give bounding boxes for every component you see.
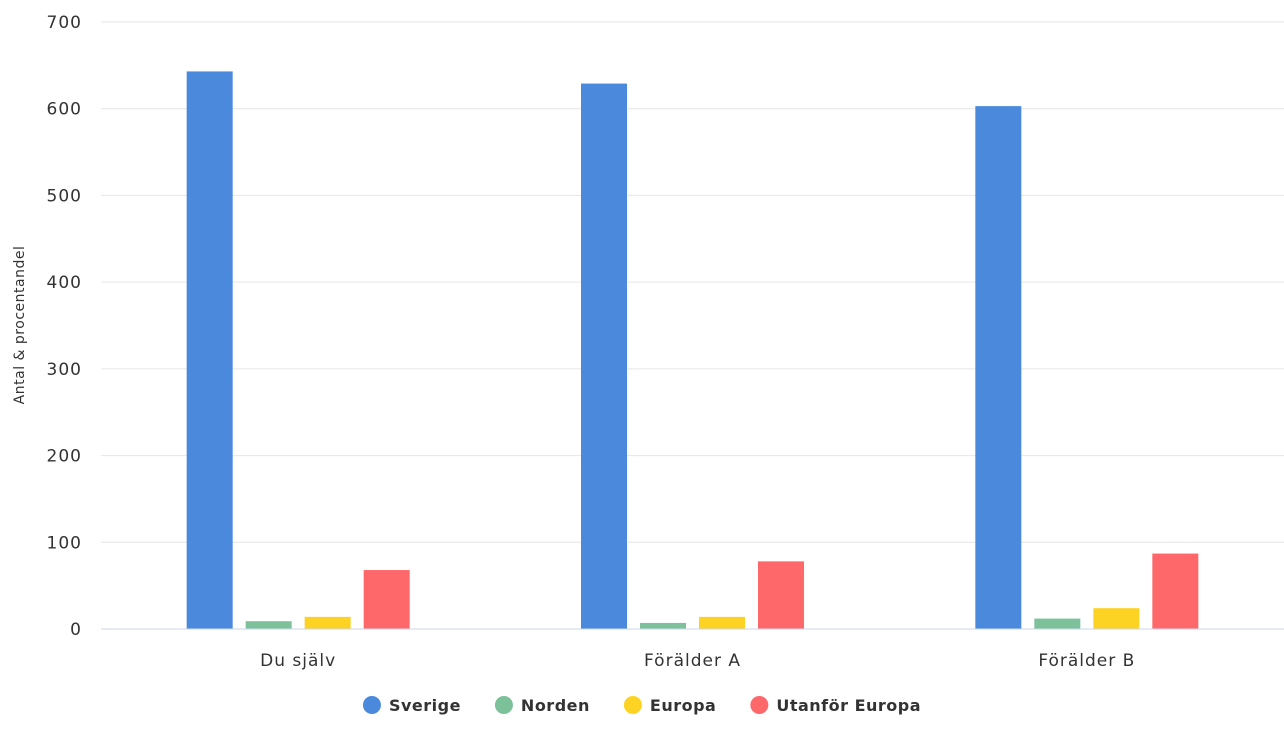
bar[interactable]	[1034, 618, 1081, 629]
legend-marker	[623, 696, 642, 714]
bars-layer	[186, 71, 1199, 630]
bar[interactable]	[758, 561, 804, 629]
bar[interactable]	[640, 622, 686, 629]
legend-label: Europa	[650, 696, 716, 715]
y-tick-label: 300	[47, 360, 82, 380]
y-tick-label: 100	[47, 533, 82, 553]
legend-label: Norden	[521, 696, 590, 715]
x-category-label: Förälder B	[1038, 651, 1135, 671]
legend-label: Sverige	[389, 696, 461, 715]
legend-item[interactable]: Norden	[494, 696, 590, 715]
y-tick-label: 400	[47, 273, 82, 293]
bar[interactable]	[363, 570, 410, 629]
x-category-label: Du själv	[260, 651, 336, 671]
bar[interactable]	[304, 616, 351, 629]
bar[interactable]	[1152, 553, 1199, 629]
legend-marker	[750, 696, 769, 714]
bar[interactable]	[699, 616, 745, 629]
bar[interactable]	[581, 83, 627, 630]
legend-item[interactable]: Sverige	[362, 696, 461, 715]
bar[interactable]	[975, 106, 1022, 629]
legend-marker	[362, 696, 381, 714]
y-axis-label: Antal & procentandel	[12, 246, 28, 405]
axis-layer: 0 100 200 300 400 500 600 700 Du själv Förälder A…	[47, 13, 1284, 671]
x-category-label: Förälder A	[644, 651, 741, 671]
y-tick-label: 500	[47, 186, 82, 206]
bar[interactable]	[245, 621, 292, 629]
y-tick-label: 0	[70, 620, 82, 640]
legend-item[interactable]: Utanför Europa	[750, 696, 921, 715]
legend-marker	[494, 696, 513, 714]
legend: Sverige Norden Europa Utanför Europa	[362, 696, 921, 715]
legend-label: Utanför Europa	[776, 696, 921, 715]
bar[interactable]	[186, 71, 233, 630]
grid-layer	[101, 21, 1284, 543]
y-tick-label: 200	[47, 447, 82, 467]
legend-item[interactable]: Europa	[623, 696, 716, 715]
bar[interactable]	[1093, 608, 1140, 629]
y-tick-label: 700	[47, 13, 82, 33]
y-tick-label: 600	[47, 100, 82, 120]
